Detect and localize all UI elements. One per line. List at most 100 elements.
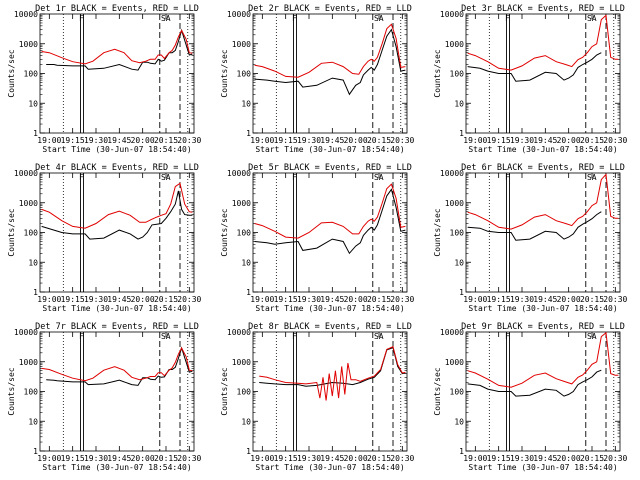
x-tick-label: 20:00	[557, 454, 581, 463]
y-tick-label: 1000	[445, 199, 464, 208]
panel-grid: Det 1r BLACK = Events, RED = LLD 1 10 100 10…	[7, 4, 628, 472]
panel-8: Det 8r BLACK = Events, RED = LLD 1 10 100 10…	[220, 322, 415, 472]
y-axis-label: Counts/sec	[220, 208, 229, 256]
x-tick-label: 19:00	[463, 136, 487, 145]
x-tick-label: 20:00	[344, 454, 368, 463]
x-tick-label: 20:00	[131, 454, 155, 463]
x-tick-label: 20:00	[557, 295, 581, 304]
x-tick-label: 20:00	[131, 295, 155, 304]
y-tick-label: 10000	[440, 169, 464, 178]
marker-label-f: F	[292, 332, 297, 341]
y-tick-label: 1	[33, 129, 38, 138]
y-tick-label: 10000	[227, 169, 251, 178]
x-tick-label: 19:30	[84, 295, 108, 304]
y-tick-label: 1000	[19, 358, 38, 367]
x-axis-label: Start Time (30-Jun-07 18:54:40)	[255, 304, 404, 313]
x-tick-label: 19:45	[107, 136, 131, 145]
y-tick-label: 10000	[14, 169, 38, 178]
x-tick-label: 20:00	[344, 295, 368, 304]
x-tick-label: 20:00	[131, 136, 155, 145]
x-tick-label: 19:30	[84, 454, 108, 463]
y-axis-label: Counts/sec	[433, 367, 442, 415]
x-tick-label: 19:00	[463, 454, 487, 463]
y-tick-label: 10000	[440, 10, 464, 19]
panel-title: Det 2r BLACK = Events, RED = LLD	[248, 4, 412, 14]
panel-9: Det 9r BLACK = Events, RED = LLD 1 10 100 10…	[433, 322, 628, 472]
y-tick-label: 10000	[14, 10, 38, 19]
marker-label-f: F	[79, 173, 84, 182]
series-lld-line	[41, 29, 193, 65]
x-tick-label: 20:15	[367, 454, 391, 463]
x-axis-label: Start Time (30-Jun-07 18:54:40)	[468, 463, 617, 472]
marker-label-sa: SA	[161, 14, 171, 23]
y-axis-label: Counts/sec	[433, 208, 442, 256]
x-tick-label: 19:00	[463, 295, 487, 304]
x-tick-label: 19:15	[487, 295, 511, 304]
panel-title: Det 5r BLACK = Events, RED = LLD	[248, 163, 412, 173]
y-tick-label: 1	[459, 129, 464, 138]
x-tick-label: 19:15	[61, 454, 85, 463]
y-tick-label: 1	[33, 288, 38, 297]
y-tick-label: 10000	[227, 328, 251, 337]
y-tick-label: 1000	[232, 40, 251, 49]
y-tick-label: 1	[246, 129, 251, 138]
marker-label-sa: SA	[374, 332, 384, 341]
y-tick-label: 10000	[440, 328, 464, 337]
x-tick-label: 20:30	[390, 136, 414, 145]
x-axis-label: Start Time (30-Jun-07 18:54:40)	[255, 145, 404, 154]
series-events-line	[41, 190, 193, 240]
x-tick-label: 19:30	[297, 295, 321, 304]
x-tick-label: 20:15	[580, 295, 604, 304]
y-tick-label: 10	[28, 417, 38, 426]
series-lld-line	[254, 183, 406, 239]
y-tick-label: 100	[24, 388, 39, 397]
marker-label-f: F	[79, 14, 84, 23]
x-tick-label: 19:00	[250, 295, 274, 304]
panel-2: Det 2r BLACK = Events, RED = LLD 1 10 100 10…	[220, 4, 415, 154]
x-tick-label: 20:15	[580, 454, 604, 463]
panel-title: Det 7r BLACK = Events, RED = LLD	[35, 322, 199, 332]
y-tick-label: 10	[454, 99, 464, 108]
y-axis-label: Counts/sec	[220, 49, 229, 97]
panel-title: Det 6r BLACK = Events, RED = LLD	[461, 163, 625, 173]
y-tick-label: 1000	[445, 358, 464, 367]
marker-label-sa: SA	[374, 173, 384, 182]
x-tick-label: 19:30	[297, 454, 321, 463]
x-tick-label: 20:15	[367, 295, 391, 304]
x-tick-label: 19:15	[61, 136, 85, 145]
y-tick-label: 100	[237, 229, 252, 238]
y-tick-label: 1	[246, 447, 251, 456]
series-events-line	[46, 346, 193, 386]
panel-title: Det 8r BLACK = Events, RED = LLD	[248, 322, 412, 332]
y-tick-label: 100	[24, 70, 39, 79]
series-events-line	[467, 369, 602, 397]
x-tick-label: 19:45	[533, 454, 557, 463]
y-tick-label: 1	[33, 447, 38, 456]
x-axis-label: Start Time (30-Jun-07 18:54:40)	[42, 145, 191, 154]
series-lld-line	[41, 346, 193, 382]
y-tick-label: 10	[454, 417, 464, 426]
panel-title: Det 1r BLACK = Events, RED = LLD	[35, 4, 199, 14]
x-tick-label: 19:00	[250, 136, 274, 145]
x-tick-label: 20:15	[367, 136, 391, 145]
series-lld-line	[259, 346, 406, 401]
y-tick-label: 10	[454, 258, 464, 267]
y-tick-label: 10	[241, 258, 251, 267]
y-axis-label: Counts/sec	[433, 49, 442, 97]
x-tick-label: 19:15	[61, 295, 85, 304]
x-tick-label: 20:00	[557, 136, 581, 145]
x-tick-label: 19:15	[487, 136, 511, 145]
series-lld-line	[467, 173, 619, 230]
series-events-line	[467, 52, 602, 82]
panel-title: Det 4r BLACK = Events, RED = LLD	[35, 163, 199, 173]
x-tick-label: 19:30	[510, 295, 534, 304]
panel-title: Det 3r BLACK = Events, RED = LLD	[461, 4, 625, 14]
x-tick-label: 19:45	[533, 295, 557, 304]
y-tick-label: 10000	[14, 328, 38, 337]
x-tick-label: 20:30	[603, 454, 627, 463]
y-tick-label: 1	[246, 288, 251, 297]
x-tick-label: 19:30	[84, 136, 108, 145]
series-events-line	[467, 211, 602, 241]
x-tick-label: 20:30	[177, 295, 201, 304]
x-tick-label: 20:30	[390, 295, 414, 304]
